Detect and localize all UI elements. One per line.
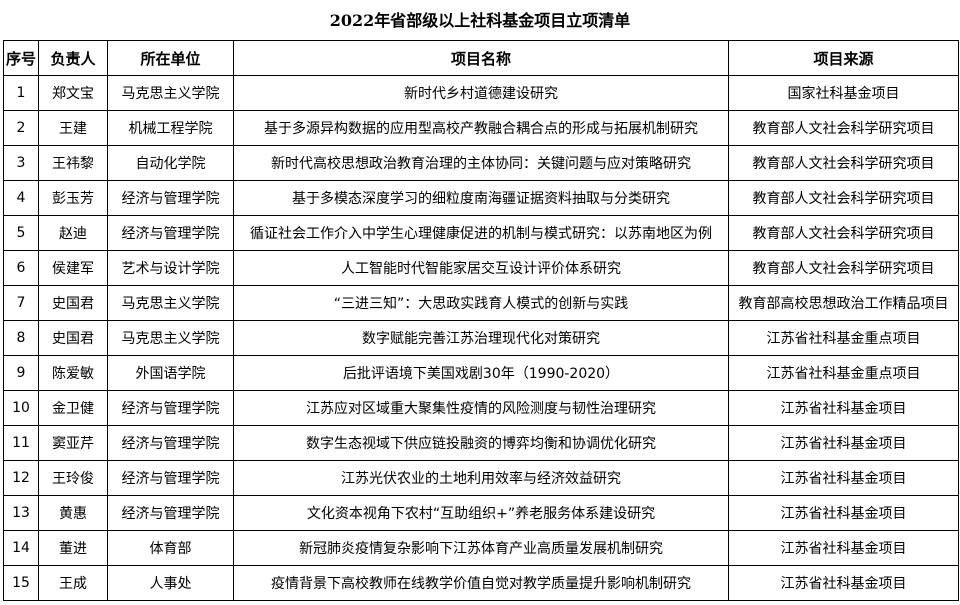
table-row: 5 赵迪 经济与管理学院 循证社会工作介入中学生心理健康促进的机制与模式研究：以苏南地…	[3, 215, 959, 251]
cell-project-source: 国家社科基金项目	[728, 75, 959, 111]
cell-index: 4	[3, 180, 39, 216]
cell-leader: 陈爱敏	[38, 355, 108, 391]
cell-unit: 经济与管理学院	[107, 180, 234, 216]
cell-index: 6	[3, 250, 39, 286]
cell-project-source: 教育部人文社会科学研究项目	[728, 110, 959, 146]
cell-leader: 金卫健	[38, 390, 108, 426]
cell-project-source: 教育部人文社会科学研究项目	[728, 215, 959, 251]
cell-leader: 史国君	[38, 285, 108, 321]
cell-project-name: 江苏应对区域重大聚集性疫情的风险测度与韧性治理研究	[233, 390, 729, 426]
cell-project-source: 教育部高校思想政治工作精品项目	[728, 285, 959, 321]
cell-index: 8	[3, 320, 39, 356]
cell-index: 9	[3, 355, 39, 391]
table-row: 12 王玲俊 经济与管理学院 江苏光伏农业的土地利用效率与经济效益研究 江苏省社科基金项…	[3, 460, 959, 496]
table-row: 14 董进 体育部 新冠肺炎疫情复杂影响下江苏体育产业高质量发展机制研究 江苏省社科基金…	[3, 530, 959, 566]
table-row: 10 金卫健 经济与管理学院 江苏应对区域重大聚集性疫情的风险测度与韧性治理研究 江苏省…	[3, 390, 959, 426]
header-project-source: 项目来源	[728, 40, 959, 76]
cell-unit: 经济与管理学院	[107, 460, 234, 496]
cell-index: 11	[3, 425, 39, 461]
cell-index: 12	[3, 460, 39, 496]
cell-project-source: 江苏省社科基金重点项目	[728, 355, 959, 391]
cell-project-name: 文化资本视角下农村“互助组织+”养老服务体系建设研究	[233, 495, 729, 531]
cell-project-source: 江苏省社科基金项目	[728, 495, 959, 531]
table-row: 1 郑文宝 马克思主义学院 新时代乡村道德建设研究 国家社科基金项目	[3, 75, 959, 111]
cell-project-source: 教育部人文社会科学研究项目	[728, 250, 959, 286]
cell-index: 13	[3, 495, 39, 531]
table-row: 9 陈爱敏 外国语学院 后批评语境下美国戏剧30年（1990-2020） 江苏省社科基金…	[3, 355, 959, 391]
table-row: 8 史国君 马克思主义学院 数字赋能完善江苏治理现代化对策研究 江苏省社科基金重点项目	[3, 320, 959, 356]
cell-project-name: 疫情背景下高校教师在线教学价值自觉对教学质量提升影响机制研究	[233, 565, 729, 601]
cell-unit: 经济与管理学院	[107, 390, 234, 426]
cell-project-name: 新时代乡村道德建设研究	[233, 75, 729, 111]
cell-leader: 董进	[38, 530, 108, 566]
cell-leader: 王祎黎	[38, 145, 108, 181]
table-row: 4 彭玉芳 经济与管理学院 基于多模态深度学习的细粒度南海疆证据资料抽取与分类研究 教育…	[3, 180, 959, 216]
cell-leader: 彭玉芳	[38, 180, 108, 216]
cell-leader: 赵迪	[38, 215, 108, 251]
cell-unit: 马克思主义学院	[107, 285, 234, 321]
cell-index: 3	[3, 145, 39, 181]
cell-project-name: 数字生态视域下供应链投融资的博弈均衡和协调优化研究	[233, 425, 729, 461]
table-row: 6 侯建军 艺术与设计学院 人工智能时代智能家居交互设计评价体系研究 教育部人文社会科学…	[3, 250, 959, 286]
cell-unit: 人事处	[107, 565, 234, 601]
cell-leader: 王成	[38, 565, 108, 601]
cell-index: 7	[3, 285, 39, 321]
cell-leader: 郑文宝	[38, 75, 108, 111]
cell-project-source: 江苏省社科基金项目	[728, 530, 959, 566]
cell-unit: 经济与管理学院	[107, 215, 234, 251]
header-unit: 所在单位	[107, 40, 234, 76]
cell-project-name: 新冠肺炎疫情复杂影响下江苏体育产业高质量发展机制研究	[233, 530, 729, 566]
cell-unit: 机械工程学院	[107, 110, 234, 146]
cell-unit: 经济与管理学院	[107, 495, 234, 531]
cell-unit: 体育部	[107, 530, 234, 566]
cell-project-name: 新时代高校思想政治教育治理的主体协同：关键问题与应对策略研究	[233, 145, 729, 181]
cell-project-source: 教育部人文社会科学研究项目	[728, 145, 959, 181]
table-row: 2 王建 机械工程学院 基于多源异构数据的应用型高校产教融合耦合点的形成与拓展机制研究…	[3, 110, 959, 146]
project-table: 序号 负责人 所在单位 项目名称 项目来源 1 郑文宝 马克思主义学院 新时代乡村道德…	[3, 40, 959, 601]
cell-leader: 史国君	[38, 320, 108, 356]
table-row: 7 史国君 马克思主义学院 “三进三知”：大思政实践育人模式的创新与实践 教育部高校思想…	[3, 285, 959, 321]
cell-project-source: 江苏省社科基金项目	[728, 425, 959, 461]
cell-index: 14	[3, 530, 39, 566]
cell-leader: 窦亚芹	[38, 425, 108, 461]
cell-project-name: 江苏光伏农业的土地利用效率与经济效益研究	[233, 460, 729, 496]
cell-leader: 黄惠	[38, 495, 108, 531]
table-row: 13 黄惠 经济与管理学院 文化资本视角下农村“互助组织+”养老服务体系建设研究 江苏省…	[3, 495, 959, 531]
cell-project-name: 人工智能时代智能家居交互设计评价体系研究	[233, 250, 729, 286]
header-project-name: 项目名称	[233, 40, 729, 76]
cell-unit: 马克思主义学院	[107, 320, 234, 356]
cell-project-source: 教育部人文社会科学研究项目	[728, 180, 959, 216]
cell-leader: 侯建军	[38, 250, 108, 286]
cell-unit: 自动化学院	[107, 145, 234, 181]
cell-project-name: “三进三知”：大思政实践育人模式的创新与实践	[233, 285, 729, 321]
cell-project-name: 数字赋能完善江苏治理现代化对策研究	[233, 320, 729, 356]
cell-unit: 艺术与设计学院	[107, 250, 234, 286]
cell-leader: 王建	[38, 110, 108, 146]
table-row: 15 王成 人事处 疫情背景下高校教师在线教学价值自觉对教学质量提升影响机制研究 江苏省…	[3, 565, 959, 601]
cell-project-name: 基于多模态深度学习的细粒度南海疆证据资料抽取与分类研究	[233, 180, 729, 216]
table-header-row: 序号 负责人 所在单位 项目名称 项目来源	[3, 40, 959, 76]
cell-index: 5	[3, 215, 39, 251]
page-title: 2022年省部级以上社科基金项目立项清单	[329, 11, 631, 30]
cell-project-source: 江苏省社科基金项目	[728, 460, 959, 496]
cell-unit: 外国语学院	[107, 355, 234, 391]
cell-unit: 马克思主义学院	[107, 75, 234, 111]
cell-project-source: 江苏省社科基金重点项目	[728, 320, 959, 356]
cell-index: 15	[3, 565, 39, 601]
cell-project-name: 基于多源异构数据的应用型高校产教融合耦合点的形成与拓展机制研究	[233, 110, 729, 146]
cell-index: 10	[3, 390, 39, 426]
cell-unit: 经济与管理学院	[107, 425, 234, 461]
table-row: 11 窦亚芹 经济与管理学院 数字生态视域下供应链投融资的博弈均衡和协调优化研究 江苏省…	[3, 425, 959, 461]
cell-project-source: 江苏省社科基金项目	[728, 565, 959, 601]
cell-index: 2	[3, 110, 39, 146]
header-index: 序号	[3, 40, 39, 76]
cell-project-name: 循证社会工作介入中学生心理健康促进的机制与模式研究：以苏南地区为例	[233, 215, 729, 251]
table-row: 3 王祎黎 自动化学院 新时代高校思想政治教育治理的主体协同：关键问题与应对策略研究教…	[3, 145, 959, 181]
cell-index: 1	[3, 75, 39, 111]
cell-project-name: 后批评语境下美国戏剧30年（1990-2020）	[233, 355, 729, 391]
cell-leader: 王玲俊	[38, 460, 108, 496]
header-leader: 负责人	[38, 40, 108, 76]
cell-project-source: 江苏省社科基金项目	[728, 390, 959, 426]
